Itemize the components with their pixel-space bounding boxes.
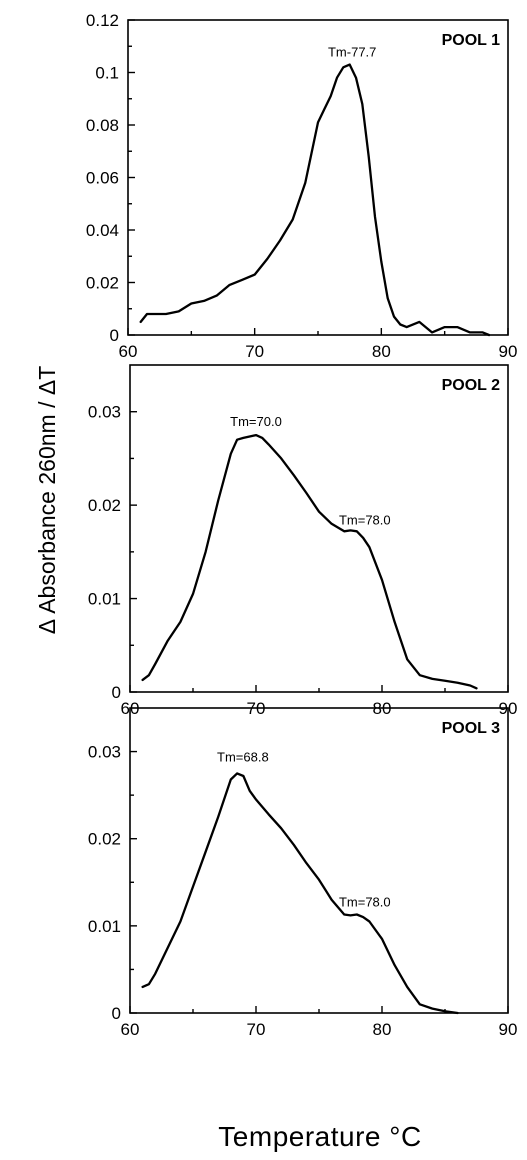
- y-tick-label: 0: [110, 326, 119, 345]
- x-axis-label: Temperature °C: [218, 1121, 421, 1152]
- panel-title: POOL 3: [442, 720, 500, 737]
- tm-annotation: Tm=78.0: [339, 895, 391, 910]
- x-tick-label: 60: [119, 342, 138, 361]
- y-tick-label: 0: [112, 1004, 121, 1023]
- x-tick-label: 60: [121, 1020, 140, 1039]
- x-tick-label: 70: [247, 1020, 266, 1039]
- series-line: [141, 772, 459, 1015]
- tm-annotation: Tm-77.7: [328, 45, 376, 60]
- y-tick-label: 0.02: [86, 274, 119, 293]
- y-tick-label: 0.03: [88, 743, 121, 762]
- y-tick-label: 0.02: [88, 496, 121, 515]
- y-tick-label: 0: [112, 683, 121, 702]
- panel-title: POOL 2: [442, 377, 500, 394]
- y-tick-label: 0.12: [86, 11, 119, 30]
- chart-panel-3: 0 0.01 0.02 0.03 60 70 80 90 POOL 3 Tm=68.8 Tm=78.…: [88, 707, 518, 1039]
- x-tick-label: 90: [499, 1020, 518, 1039]
- y-tick-label: 0.04: [86, 221, 119, 240]
- chart-panels: 0 0.02 0.04 0.06 0.08 0.1 0.12 60 70 80 90 POOL 1 Tm…: [86, 11, 518, 1039]
- y-tick-label: 0.01: [88, 917, 121, 936]
- y-axis-label: Δ Absorbance 260nm / ΔT: [34, 366, 60, 635]
- x-tick-label: 90: [499, 342, 518, 361]
- series-line: [141, 433, 478, 690]
- y-tick-label: 0.06: [86, 169, 119, 188]
- y-tick-label: 0.03: [88, 403, 121, 422]
- x-tick-label: 70: [245, 342, 264, 361]
- x-tick-label: 80: [372, 342, 391, 361]
- x-tick-label: 80: [373, 1020, 392, 1039]
- plot-frame: [127, 19, 509, 336]
- tm-annotation: Tm=68.8: [217, 749, 269, 764]
- y-tick-label: 0.01: [88, 590, 121, 609]
- plot-frame: [129, 364, 509, 693]
- series-line: [139, 63, 491, 337]
- panel-title: POOL 1: [442, 32, 500, 49]
- plot-frame: [129, 707, 509, 1014]
- y-tick-label: 0.08: [86, 116, 119, 135]
- tm-annotation: Tm=70.0: [230, 414, 282, 429]
- tm-annotation: Tm=78.0: [339, 512, 391, 527]
- chart-panel-1: 0 0.02 0.04 0.06 0.08 0.1 0.12 60 70 80 90 POOL 1 Tm…: [86, 11, 518, 361]
- y-tick-label: 0.1: [95, 64, 119, 83]
- y-tick-label: 0.02: [88, 830, 121, 849]
